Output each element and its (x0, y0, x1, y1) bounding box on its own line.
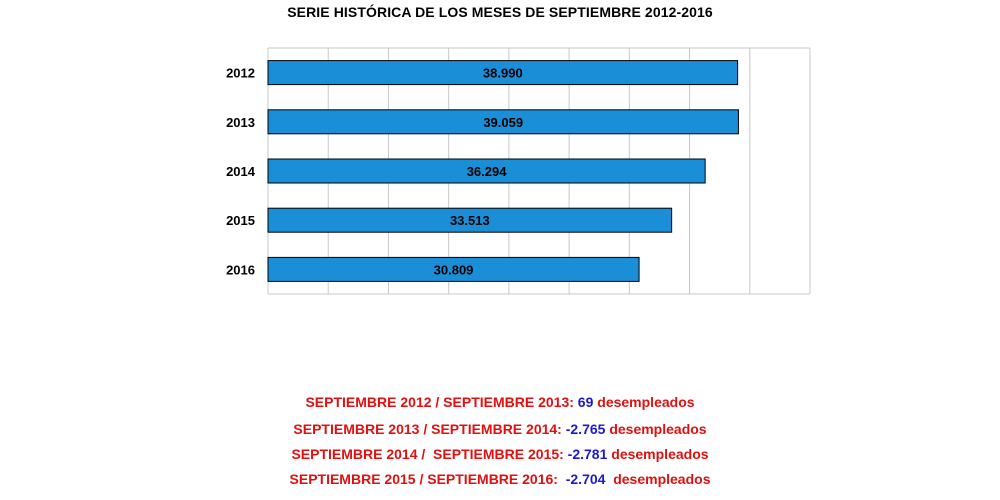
summary-value-2: -2.765 (565, 421, 606, 437)
summary-unit-2: desempleados (605, 421, 707, 437)
value-label-2012: 38.990 (483, 66, 523, 81)
summary-value-1: 69 (577, 394, 594, 410)
bar-2013 (267, 109, 739, 135)
value-label-2016: 30.809 (434, 262, 474, 277)
value-label-2013: 39.059 (483, 115, 523, 130)
chart-title: SERIE HISTÓRICA DE LOS MESES DE SEPTIEMB… (287, 4, 713, 20)
bar-2012 (267, 60, 739, 86)
summary-line-4: SEPTIEMBRE 2015 / SEPTIEMBRE 2016: -2.70… (0, 471, 1000, 487)
bar-chart: 2012 38.990 2013 39.059 2014 36.294 2015 33.513… (226, 47, 811, 295)
summary-value-3: -2.781 (567, 446, 608, 462)
category-label-2014: 2014 (226, 164, 256, 179)
category-label-2012: 2012 (226, 66, 255, 81)
category-label-2015: 2015 (226, 213, 255, 228)
summary-value-4: -2.704 (565, 471, 606, 487)
summary-line-3: SEPTIEMBRE 2014 / SEPTIEMBRE 2015: -2.78… (0, 446, 1000, 462)
category-label-2013: 2013 (226, 115, 255, 130)
summary-unit-1: desempleados (593, 394, 695, 410)
summary-line-2: SEPTIEMBRE 2013 / SEPTIEMBRE 2014: -2.76… (0, 421, 1000, 437)
summary-label-2: SEPTIEMBRE 2013 / SEPTIEMBRE 2014: (293, 421, 566, 437)
summary-label-4: SEPTIEMBRE 2015 / SEPTIEMBRE 2016: (289, 471, 566, 487)
category-label-2016: 2016 (226, 262, 255, 277)
bar-2015 (267, 207, 673, 233)
value-label-2015: 33.513 (450, 213, 490, 228)
summary-unit-4: desempleados (605, 471, 711, 487)
value-label-2014: 36.294 (467, 164, 508, 179)
bar-2016 (267, 256, 640, 282)
summary-label-3: SEPTIEMBRE 2014 / SEPTIEMBRE 2015: (291, 446, 568, 462)
bar-2014 (267, 158, 706, 184)
summary-line-1: SEPTIEMBRE 2012 / SEPTIEMBRE 2013: 69 de… (0, 394, 1000, 410)
summary-label-1: SEPTIEMBRE 2012 / SEPTIEMBRE 2013: (305, 394, 578, 410)
summary-unit-3: desempleados (607, 446, 709, 462)
